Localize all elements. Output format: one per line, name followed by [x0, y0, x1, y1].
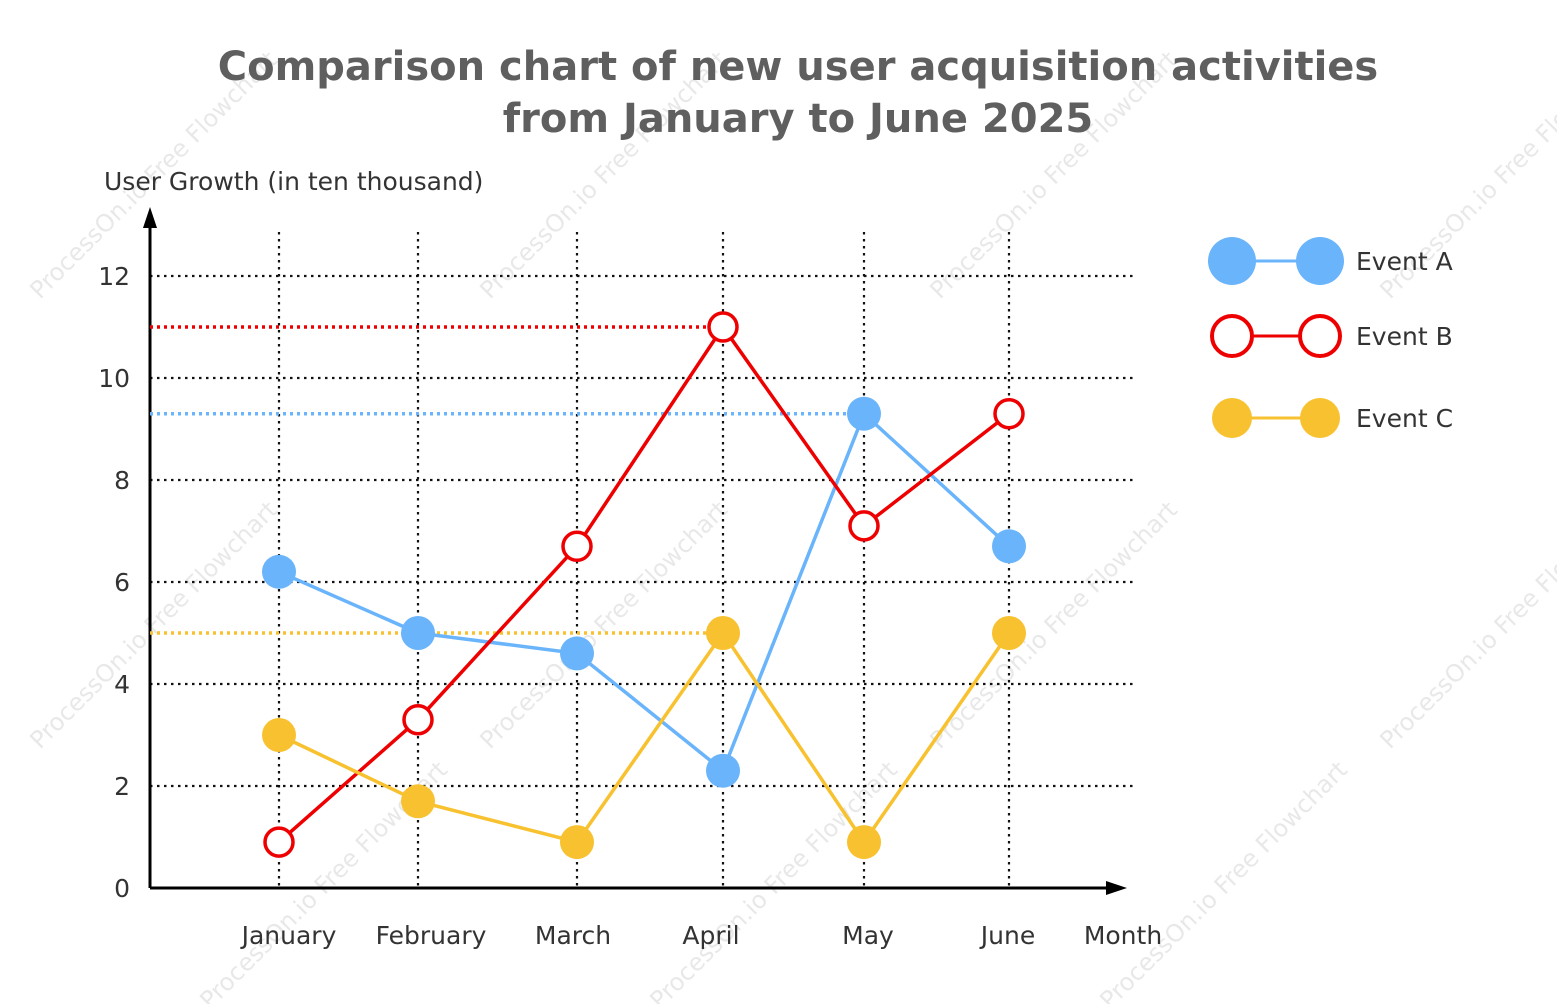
watermark-text: ProcessOn.io Free Flowchart — [924, 496, 1182, 754]
legend-label: Event A — [1356, 247, 1453, 276]
x-axis-arrow — [1106, 881, 1127, 895]
y-tick-label: 12 — [98, 262, 130, 291]
series-line-event-b — [277, 323, 1011, 844]
data-point-event-c — [992, 616, 1026, 650]
x-axis-label: Month — [1084, 921, 1162, 950]
legend-marker — [1300, 398, 1340, 438]
watermark-text: ProcessOn.io Free Flowchart — [1094, 756, 1352, 1004]
data-point-event-c — [847, 825, 881, 860]
x-tick-label: February — [376, 921, 487, 950]
x-tick-label: January — [240, 921, 337, 950]
watermark-text: ProcessOn.io Free Flowchart — [1374, 496, 1557, 754]
legend-item-event-c: Event C — [1212, 398, 1453, 438]
y-tick-label: 6 — [114, 568, 130, 597]
legend-marker — [1212, 398, 1252, 438]
series-event-a — [262, 396, 1026, 788]
y-axis-arrow — [143, 207, 157, 228]
legend-item-event-a: Event A — [1208, 237, 1453, 285]
y-tick-label: 4 — [114, 670, 130, 699]
chart-title-line-1: Comparison chart of new user acquisition… — [218, 44, 1378, 90]
y-tick-label: 10 — [98, 364, 130, 393]
data-point-event-a — [401, 616, 435, 650]
series-event-b — [263, 311, 1025, 858]
data-point-event-b — [561, 530, 593, 563]
legend-marker — [1296, 237, 1344, 285]
chart-title-line-2: from January to June 2025 — [503, 96, 1094, 142]
legend-marker — [1210, 314, 1254, 358]
legend-marker — [1298, 314, 1342, 358]
y-tick-label: 8 — [114, 466, 130, 495]
data-point-event-b — [848, 510, 880, 542]
y-tick-label: 2 — [114, 772, 130, 801]
data-point-event-c — [401, 784, 435, 819]
x-tick-label: May — [842, 921, 894, 950]
series-layer — [262, 311, 1026, 860]
y-axis-label: User Growth (in ten thousand) — [104, 167, 483, 196]
data-point-event-a — [992, 529, 1026, 564]
data-point-event-b — [993, 397, 1025, 430]
data-point-event-c — [262, 718, 296, 752]
legend-item-event-b: Event B — [1210, 314, 1453, 358]
x-tick-label: June — [979, 921, 1035, 950]
data-point-event-a — [262, 554, 296, 589]
legend-label: Event B — [1356, 322, 1453, 351]
data-point-event-a — [706, 753, 740, 788]
watermark-text: ProcessOn.io Free Flowchart — [24, 496, 282, 754]
data-point-event-c — [560, 825, 594, 860]
tick-labels: 0 2 4 6 8 10 12 January February March April May Jun… — [98, 262, 1035, 950]
axes — [143, 207, 1127, 895]
series-line-event-c — [278, 629, 1011, 846]
series-event-c — [262, 616, 1026, 860]
x-tick-label: April — [682, 921, 739, 950]
legend-label: Event C — [1356, 404, 1453, 433]
data-point-event-a — [847, 396, 881, 431]
series-line-event-a — [278, 410, 1011, 774]
data-point-event-c — [706, 616, 740, 650]
y-tick-label: 0 — [114, 874, 130, 903]
data-point-event-b — [263, 826, 295, 858]
grid-lines — [150, 232, 1135, 888]
legend-marker — [1208, 237, 1256, 285]
watermark-text: ProcessOn.io Free Flowchart — [474, 496, 732, 754]
x-tick-label: March — [535, 921, 611, 950]
data-point-event-b — [707, 311, 739, 343]
max-reference-lines — [150, 325, 850, 635]
data-point-event-b — [402, 703, 434, 736]
data-point-event-a — [560, 636, 594, 671]
legend: Event A Event B Event C — [1208, 237, 1453, 438]
